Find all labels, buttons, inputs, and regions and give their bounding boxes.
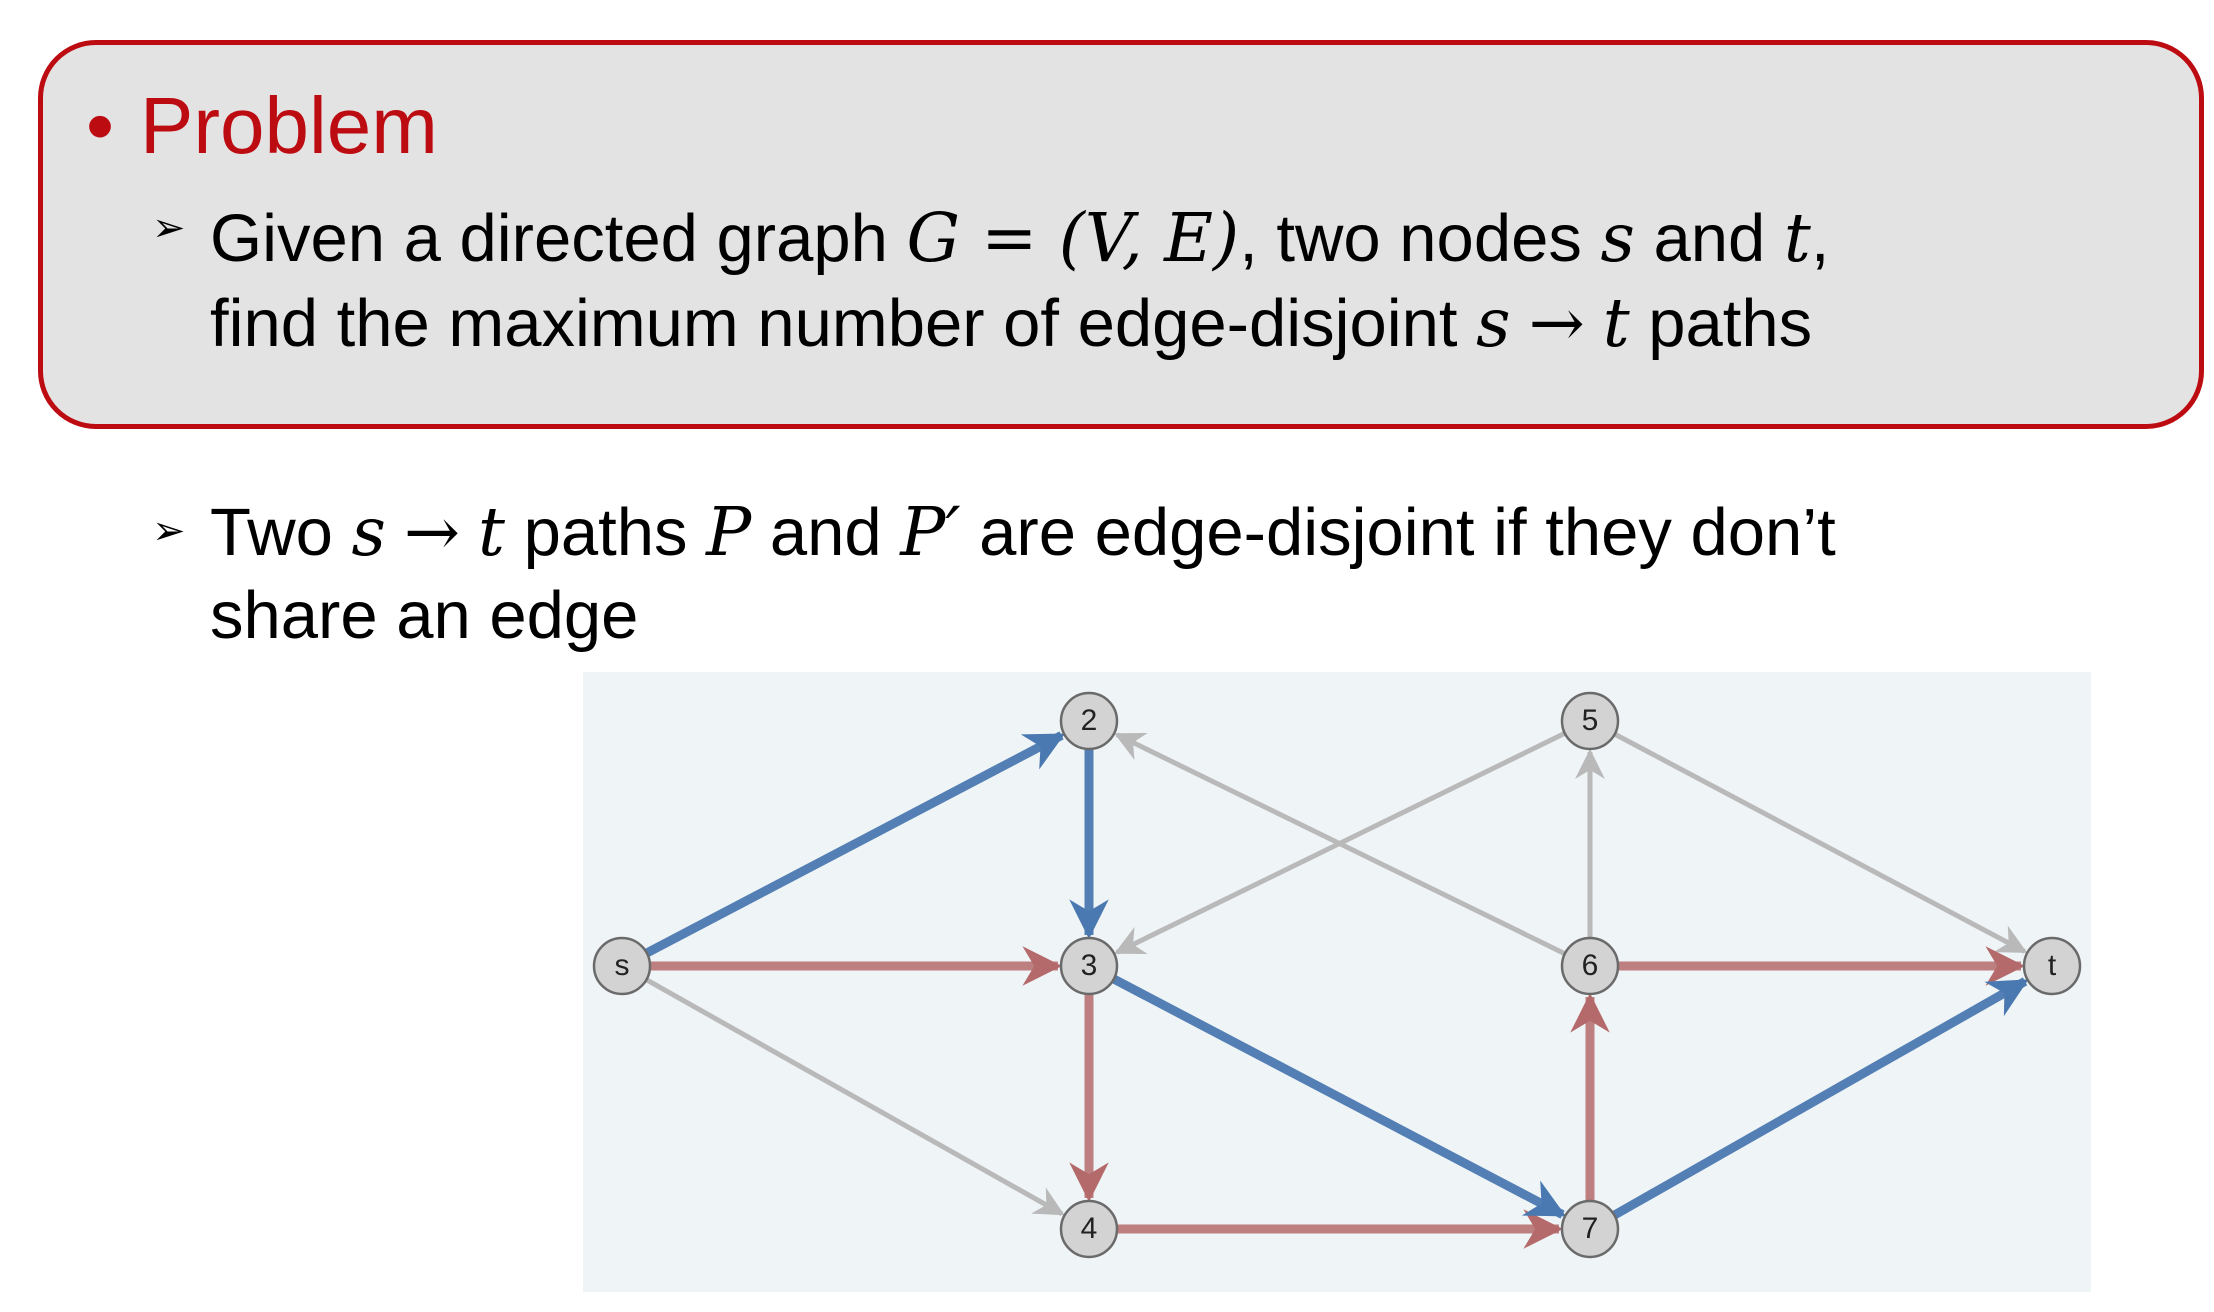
graph-diagram: s 2 3 4 5 6 7 t [592,691,2082,1259]
problem-text: , two nodes [1239,201,1601,276]
node-3: 3 [1059,936,1119,996]
definition-text: paths [504,495,707,570]
definition-text: and [751,495,901,570]
math-t: t [1783,199,1811,277]
node-2: 2 [1059,691,1119,751]
math-P: P [706,493,752,571]
edge-s-to-2 [644,731,1066,957]
node-circle [1059,936,1119,996]
node-label: 2 [1081,704,1098,737]
node-label: 3 [1081,949,1098,982]
sub-bullet-arrow-icon: ➢ [152,509,186,553]
math-t: t [1602,284,1630,362]
math-arrow: → [403,493,461,571]
node-4: 4 [1059,1199,1119,1259]
node-circle [1560,1199,1620,1259]
problem-text: , [1810,201,1830,276]
definition-line-2: share an edge [210,578,639,653]
node-s: s [592,936,652,996]
node-t: t [2022,936,2082,996]
node-label: 6 [1582,949,1599,982]
problem-statement-line-2: find the maximum number of edge-disjoint… [210,281,1812,366]
node-label: s [615,949,630,982]
node-label: 4 [1081,1212,1098,1245]
math-t: t [478,493,505,571]
edge-5-to-3 [1114,731,1566,955]
bullet-icon: • [86,81,115,170]
definition-text: Two [210,495,352,570]
math-s: s [1476,284,1511,362]
node-circle [1059,691,1119,751]
node-label: 5 [1582,704,1599,737]
edge-s-to-4 [645,977,1065,1216]
node-circle [1560,691,1620,751]
node-circle [592,936,652,996]
node-label: t [2048,949,2057,982]
nodes-layer: s 2 3 4 5 6 7 t [592,691,2082,1259]
graph-math: G = (V, E) [906,199,1240,277]
node-5: 5 [1560,691,1620,751]
graph-panel: s 2 3 4 5 6 7 t [583,672,2091,1292]
problem-text: paths [1629,286,1813,361]
problem-statement-line-1: Given a directed graph G = (V, E), two n… [210,196,1829,281]
problem-text: and [1634,201,1784,276]
definition-text: are edge-disjoint if they don’t [960,495,1836,570]
node-6: 6 [1560,936,1620,996]
node-circle [2022,936,2082,996]
problem-box [38,40,2204,429]
edge-7-to-t [1612,977,2029,1220]
problem-heading: • Problem [86,78,438,174]
node-label: 7 [1582,1212,1599,1245]
node-circle [1560,936,1620,996]
definition-line-1: Two s → t paths P and P′ are edge-disjoint… [210,490,1836,575]
math-s: s [351,493,386,571]
node-circle [1059,1199,1119,1259]
math-arrow: → [1528,284,1585,362]
problem-heading-text: Problem [140,81,438,170]
edge-3-to-7 [1111,975,1567,1219]
edges-layer [644,731,2029,1249]
math-P-prime: P′ [900,493,961,571]
problem-text: find the maximum number of edge-disjoint [210,286,1477,361]
node-7: 7 [1560,1199,1620,1259]
sub-bullet-arrow-icon: ➢ [152,206,186,250]
edge-5-to-t [1613,731,2028,954]
problem-text: Given a directed graph [210,201,907,276]
math-s: s [1600,199,1635,277]
